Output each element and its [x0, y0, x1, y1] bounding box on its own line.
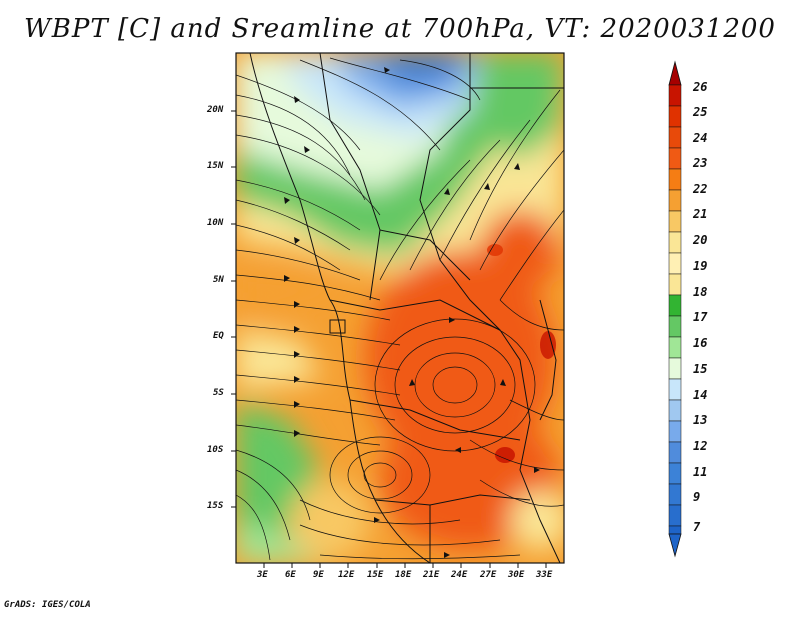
- lat-tick-label: 10S: [207, 445, 224, 455]
- colorbar-label: 15: [693, 362, 708, 376]
- lon-tick-label: 21E: [423, 570, 440, 580]
- colorbar-label: 20: [693, 233, 708, 247]
- lat-tick-label: 15N: [207, 161, 224, 171]
- lon-tick-label: 30E: [508, 570, 525, 580]
- colorbar-label: 26: [693, 80, 708, 94]
- colorbar-bottom-arrow: [668, 533, 682, 558]
- grads-credit: GrADS: IGES/COLA: [4, 600, 91, 610]
- lat-tick-label: 15S: [207, 501, 224, 511]
- colorbar-top-arrow: [668, 60, 682, 86]
- lon-tick-label: 15E: [367, 570, 384, 580]
- lat-ticks: [231, 110, 236, 508]
- lat-tick-label: EQ: [213, 331, 224, 341]
- map-frame: [235, 52, 565, 564]
- lon-tick-label: 12E: [338, 570, 355, 580]
- country-borders: [249, 53, 564, 563]
- colorbar-label: 25: [693, 105, 708, 119]
- colorbar-label: 19: [693, 259, 708, 273]
- lon-tick-label: 27E: [480, 570, 497, 580]
- colorbar-label: 9: [693, 490, 701, 504]
- lon-tick-label: 6E: [285, 570, 296, 580]
- colorbar-label: 24: [693, 131, 708, 145]
- lon-tick-label: 9E: [313, 570, 324, 580]
- colorbar-label: 12: [693, 439, 708, 453]
- wbpt-field: [236, 53, 564, 563]
- streamlines: [236, 57, 564, 561]
- colorbar-label: 7: [693, 520, 701, 534]
- colorbar-label: 13: [693, 413, 708, 427]
- colorbar-label: 21: [693, 207, 708, 221]
- lon-tick-label: 18E: [395, 570, 412, 580]
- lat-tick-label: 5S: [213, 388, 224, 398]
- colorbar-label: 17: [693, 310, 708, 324]
- lat-tick-label: 20N: [207, 105, 224, 115]
- colorbar-label: 18: [693, 285, 708, 299]
- map-title: WBPT [C] and Sreamline at 700hPa, VT: 20…: [24, 14, 776, 44]
- colorbar-label: 14: [693, 388, 708, 402]
- lat-tick-label: 10N: [207, 218, 224, 228]
- lon-ticks: [263, 563, 547, 568]
- colorbar-label: 22: [693, 182, 708, 196]
- colorbar-label: 11: [693, 465, 708, 479]
- colorbar: [668, 60, 682, 558]
- streamline-arrows: [284, 67, 540, 558]
- colorbar-label: 16: [693, 336, 708, 350]
- lon-tick-label: 24E: [451, 570, 468, 580]
- hot-spots: [487, 244, 556, 463]
- lat-tick-label: 5N: [213, 275, 224, 285]
- lon-tick-label: 33E: [536, 570, 553, 580]
- lon-tick-label: 3E: [257, 570, 268, 580]
- colorbar-label: 23: [693, 156, 708, 170]
